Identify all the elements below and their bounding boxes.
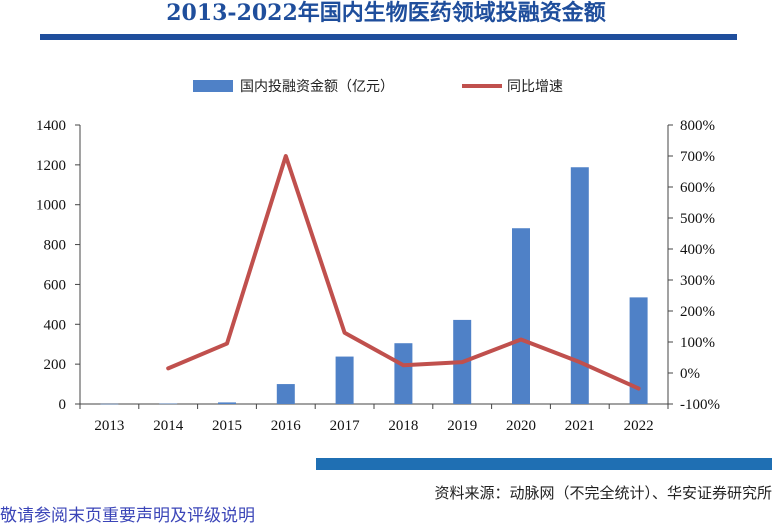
right-tick-label: 500% — [680, 211, 715, 227]
bar — [218, 402, 236, 404]
chart-title: 2013-2022年国内生物医药领域投融资金额 — [0, 0, 772, 28]
x-tick-label: 2020 — [506, 418, 536, 434]
x-tick-label: 2017 — [330, 418, 361, 434]
right-tick-label: 800% — [680, 118, 715, 134]
x-tick-label: 2018 — [388, 418, 418, 434]
left-tick-label: 0 — [59, 397, 67, 413]
bar — [277, 384, 295, 404]
right-tick-label: 400% — [680, 242, 715, 258]
legend-bar-swatch — [193, 80, 233, 92]
right-tick-label: 300% — [680, 273, 715, 289]
right-tick-label: 700% — [680, 149, 715, 165]
title-underline — [40, 34, 737, 40]
x-tick-label: 2015 — [212, 418, 242, 434]
bar — [394, 343, 412, 404]
x-tick-label: 2014 — [153, 418, 184, 434]
bar — [100, 404, 118, 405]
left-tick-label: 1400 — [36, 118, 66, 134]
x-tick-label: 2016 — [271, 418, 302, 434]
right-tick-label: 200% — [680, 304, 715, 320]
left-tick-label: 600 — [44, 277, 67, 293]
bar — [571, 167, 589, 404]
source-bar — [316, 458, 772, 470]
right-tick-label: 600% — [680, 180, 715, 196]
left-tick-label: 200 — [44, 357, 67, 373]
bar — [159, 404, 177, 405]
left-tick-label: 800 — [44, 238, 67, 254]
left-tick-label: 1200 — [36, 158, 66, 174]
legend-line-label: 同比增速 — [507, 79, 563, 95]
x-tick-label: 2022 — [624, 418, 654, 434]
x-tick-label: 2021 — [565, 418, 595, 434]
bar — [512, 228, 530, 404]
right-tick-label: 100% — [680, 335, 715, 351]
left-tick-label: 1000 — [36, 198, 66, 214]
chart-area: 0 200 400 600 800 1000 1200 1400 -100% 0% 100% 200%… — [0, 60, 772, 445]
legend-bar-label: 国内投融资金额（亿元） — [240, 79, 394, 95]
left-tick-label: 400 — [44, 317, 67, 333]
right-tick-label: -100% — [680, 397, 720, 413]
bar — [336, 357, 354, 404]
right-tick-label: 0% — [680, 366, 700, 382]
x-tick-label: 2013 — [94, 418, 124, 434]
source-note: 资料来源：动脉网（不完全统计）、华安证券研究所 — [434, 482, 772, 504]
x-tick-label: 2019 — [447, 418, 477, 434]
